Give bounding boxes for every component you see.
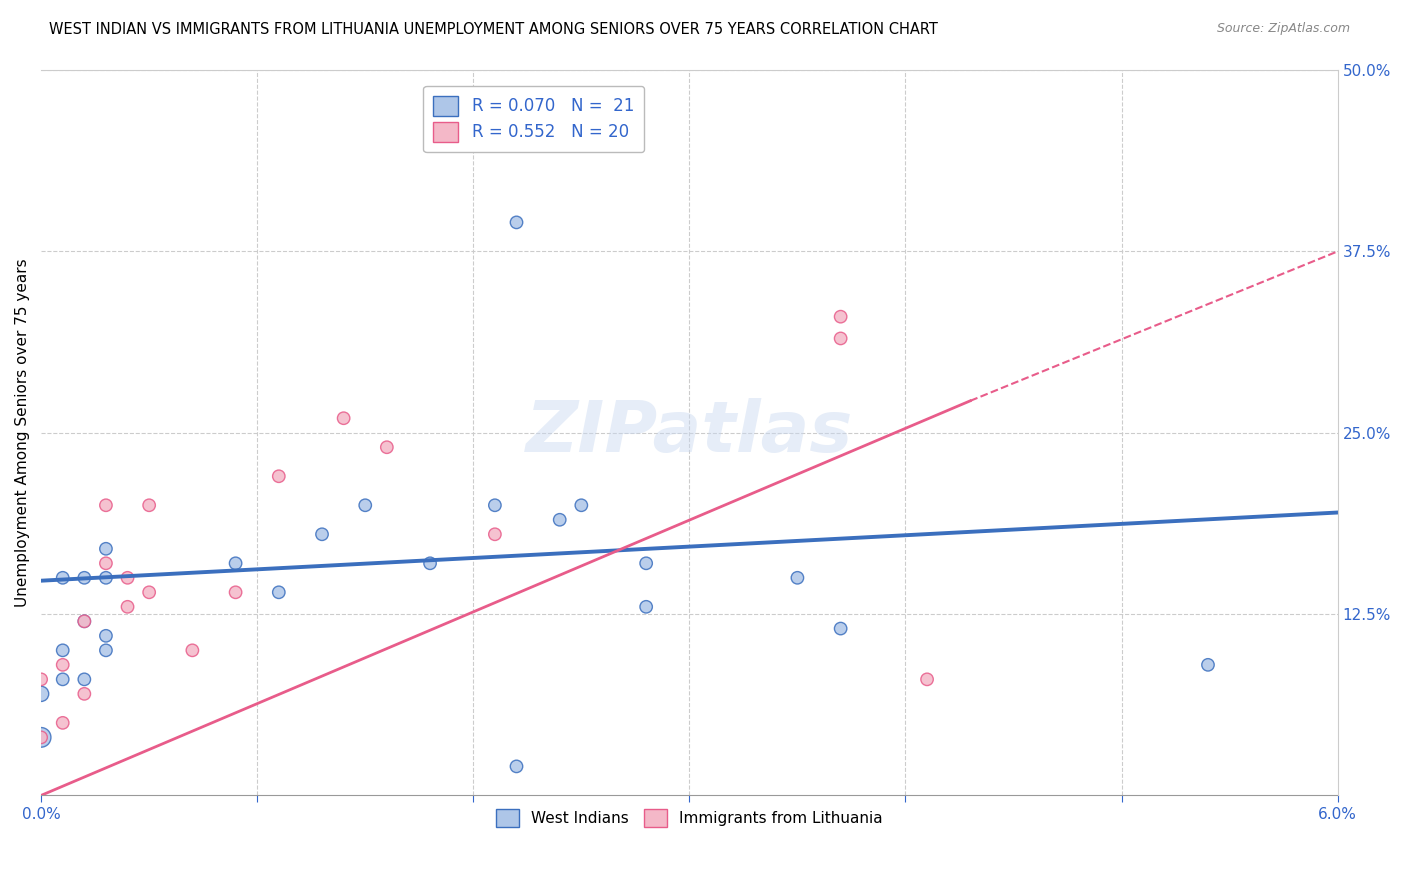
Point [636, 556, 658, 570]
Point [73, 615, 96, 629]
Point [73, 615, 96, 629]
Point [138, 498, 160, 512]
Point [117, 599, 139, 614]
Point [94, 629, 117, 643]
Legend: West Indians, Immigrants from Lithuania: West Indians, Immigrants from Lithuania [488, 801, 890, 835]
Point [94, 498, 117, 512]
Point [505, 759, 527, 773]
Point [786, 571, 808, 585]
Point [73, 687, 96, 701]
Point [73, 673, 96, 687]
Point [484, 498, 506, 512]
Point [52, 673, 75, 687]
Point [94, 556, 117, 570]
Point [311, 527, 333, 541]
Point [548, 513, 571, 527]
Point [267, 469, 290, 483]
Point [30, 673, 52, 687]
Point [181, 643, 204, 657]
Point [30, 731, 52, 745]
Y-axis label: Unemployment Among Seniors over 75 years: Unemployment Among Seniors over 75 years [15, 259, 30, 607]
Text: ZIPatlas: ZIPatlas [526, 398, 853, 467]
Point [267, 585, 290, 599]
Point [505, 215, 527, 229]
Text: Source: ZipAtlas.com: Source: ZipAtlas.com [1216, 22, 1350, 36]
Point [419, 556, 441, 570]
Point [94, 541, 117, 556]
Point [117, 571, 139, 585]
Point [52, 657, 75, 672]
Point [225, 556, 247, 570]
Point [484, 527, 506, 541]
Point [73, 571, 96, 585]
Point [30, 687, 52, 701]
Point [332, 411, 354, 425]
Point [830, 622, 852, 636]
Point [94, 571, 117, 585]
Point [354, 498, 377, 512]
Point [830, 331, 852, 345]
Point [915, 673, 938, 687]
Point [94, 643, 117, 657]
Point [52, 715, 75, 730]
Point [52, 643, 75, 657]
Point [30, 731, 52, 745]
Point [569, 498, 592, 512]
Text: WEST INDIAN VS IMMIGRANTS FROM LITHUANIA UNEMPLOYMENT AMONG SENIORS OVER 75 YEAR: WEST INDIAN VS IMMIGRANTS FROM LITHUANIA… [49, 22, 938, 37]
Point [1197, 657, 1219, 672]
Point [138, 585, 160, 599]
Point [636, 599, 658, 614]
Point [375, 440, 398, 454]
Point [830, 310, 852, 324]
Point [225, 585, 247, 599]
Point [52, 571, 75, 585]
